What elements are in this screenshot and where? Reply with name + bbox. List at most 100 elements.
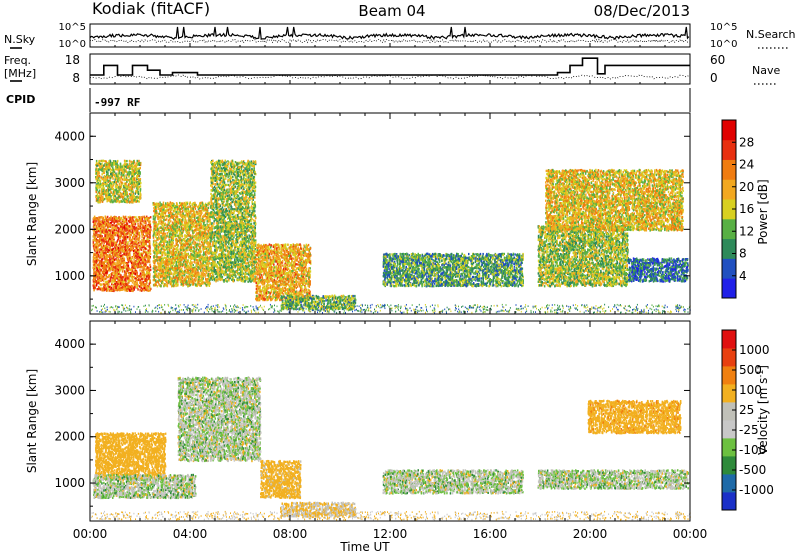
power-cell <box>143 237 145 239</box>
power-cell <box>127 236 129 238</box>
power-cell <box>119 172 121 174</box>
power-cell <box>121 166 123 168</box>
power-cell <box>140 259 142 261</box>
power-cell <box>106 183 108 185</box>
power-cell <box>149 224 151 226</box>
power-cell <box>131 201 133 203</box>
power-cell <box>99 223 101 225</box>
nsky-tick-top: 10^5 <box>59 22 86 33</box>
power-cell <box>99 272 101 274</box>
power-cell <box>117 268 119 270</box>
power-cell <box>125 179 127 181</box>
power-cell <box>111 236 113 238</box>
power-cell <box>98 266 100 268</box>
power-cell <box>106 233 108 235</box>
power-cell <box>117 250 119 252</box>
power-cell <box>110 173 112 175</box>
power-cell <box>100 216 102 218</box>
freq-trace <box>90 58 690 75</box>
power-cell <box>122 256 124 258</box>
power-cell <box>124 192 126 194</box>
power-cell <box>96 240 98 242</box>
power-cell <box>198 210 200 212</box>
power-cell <box>129 252 131 254</box>
power-cell <box>207 204 209 206</box>
power-cell <box>150 216 152 218</box>
power-cell <box>99 228 101 230</box>
power-cell <box>185 245 187 247</box>
power-cell <box>99 255 101 257</box>
power-cell <box>108 283 110 285</box>
power-cell <box>116 190 118 192</box>
power-cell <box>145 256 147 258</box>
power-cell <box>189 275 191 277</box>
power-cell <box>102 271 104 273</box>
power-cell <box>129 181 131 183</box>
power-cell <box>118 244 120 246</box>
power-cell <box>132 266 134 268</box>
power-cell <box>114 216 116 218</box>
power-cell <box>104 180 106 182</box>
power-cell <box>97 278 99 280</box>
power-cell <box>135 241 137 243</box>
power-cell <box>118 261 120 263</box>
power-cell <box>134 245 136 247</box>
power-cell <box>133 197 135 199</box>
power-cell <box>93 267 95 269</box>
power-cell <box>146 251 148 253</box>
power-cell <box>142 257 144 259</box>
power-cell <box>121 182 123 184</box>
power-cell <box>107 216 109 218</box>
power-cell <box>96 165 98 167</box>
power-cell <box>117 184 119 186</box>
power-cell <box>136 256 138 258</box>
power-cell <box>165 219 167 221</box>
power-cell <box>128 184 130 186</box>
power-cell <box>93 239 95 241</box>
power-cell <box>129 269 131 271</box>
power-cell <box>119 285 121 287</box>
power-cell <box>99 190 101 192</box>
power-cell <box>127 245 129 247</box>
power-cell <box>100 288 102 290</box>
power-cell <box>116 197 118 199</box>
power-cell <box>137 175 139 177</box>
power-cell <box>149 229 151 231</box>
nsky-label: N.Sky <box>4 33 36 46</box>
power-cell <box>105 278 107 280</box>
power-cell <box>132 277 134 279</box>
power-cell <box>163 269 165 271</box>
power-cell <box>130 260 132 262</box>
power-cell <box>135 268 137 270</box>
power-cell <box>100 279 102 281</box>
power-cell <box>95 258 97 260</box>
power-cell <box>100 180 102 182</box>
power-cell <box>108 194 110 196</box>
power-cell <box>104 287 106 289</box>
power-cell <box>132 178 134 180</box>
power-cell <box>165 202 167 204</box>
power-cell <box>134 166 136 168</box>
power-cell <box>176 249 178 251</box>
power-cell <box>136 229 138 231</box>
power-cell <box>115 225 117 227</box>
power-cell <box>109 247 111 249</box>
power-cell <box>139 197 141 199</box>
power-cell <box>130 275 132 277</box>
power-cell <box>118 228 120 230</box>
power-cell <box>140 185 142 187</box>
power-cell <box>111 222 113 224</box>
power-cell <box>141 245 143 247</box>
nsky-trace <box>90 27 689 39</box>
power-cell <box>111 224 113 226</box>
power-cell <box>126 268 128 270</box>
power-cell <box>125 216 127 218</box>
power-cell <box>137 288 139 290</box>
power-cell <box>115 267 117 269</box>
power-cell <box>105 284 107 286</box>
power-cell <box>112 217 114 219</box>
freq-tick-bottom: 8 <box>72 71 80 85</box>
power-cell <box>131 178 133 180</box>
nsearch-tick-bottom: 10^0 <box>710 39 737 50</box>
power-cell <box>138 225 140 227</box>
